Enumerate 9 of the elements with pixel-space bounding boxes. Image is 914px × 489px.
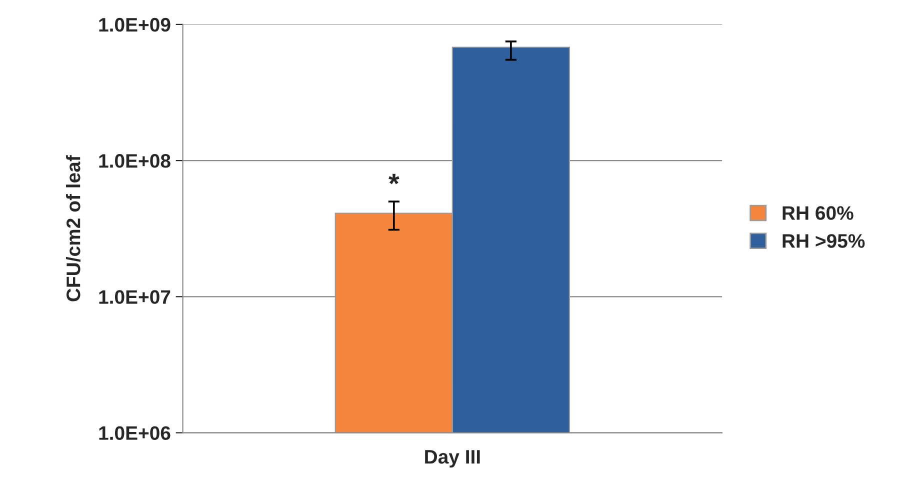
y-tick-label: 1.0E+09 bbox=[99, 18, 170, 32]
x-tick-label: Day III bbox=[425, 450, 480, 468]
legend-label: RH >95% bbox=[782, 234, 865, 248]
annotation: * bbox=[388, 174, 400, 184]
y-tick-label: 1.0E+06 bbox=[99, 426, 170, 440]
y-tick-label: 1.0E+07 bbox=[99, 290, 170, 304]
y-axis-title: CFU/cm2 of leaf bbox=[66, 155, 80, 302]
y-tick-label: 1.0E+08 bbox=[99, 154, 170, 168]
legend-label: RH 60% bbox=[782, 206, 854, 220]
